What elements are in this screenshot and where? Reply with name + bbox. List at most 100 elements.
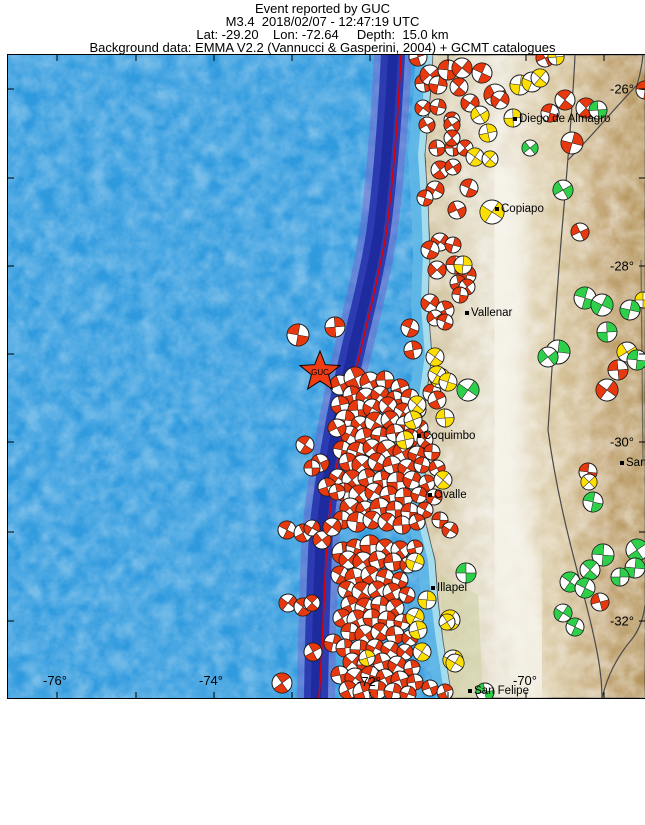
beachball-red (327, 418, 347, 438)
beachball-red (394, 487, 414, 507)
beachball-green (537, 346, 559, 368)
beachball-red (420, 293, 440, 313)
beachball-red (328, 483, 346, 501)
city-label: San Felipe (474, 685, 529, 697)
beachball-green (626, 349, 645, 371)
beachball-yellow (530, 68, 550, 88)
beachball-red (490, 90, 510, 110)
seismicity-map: GUC Diego de Almagro Copiapo Vallenar Coqui… (7, 54, 645, 757)
beachball-red (451, 286, 469, 304)
beachball-yellow (470, 105, 490, 125)
beachball-red (271, 672, 293, 694)
beachball-red (471, 62, 493, 84)
beachball-yellow (417, 590, 437, 610)
beachball-green (596, 321, 618, 343)
beachball-green (591, 543, 615, 567)
beachball-red (443, 129, 461, 147)
longitude-label: -74° (199, 673, 223, 688)
beachball-red (459, 178, 479, 198)
beachball-red (418, 474, 436, 492)
beachball-red (403, 340, 423, 360)
beachball-red (303, 642, 323, 662)
beachball-red (403, 659, 421, 677)
beachball-red (295, 435, 315, 455)
beachball-green (455, 562, 477, 584)
beachball-yellow (435, 408, 455, 428)
beachball-red (372, 652, 392, 672)
beachball-red (324, 316, 346, 338)
beachball-red (303, 459, 321, 477)
beachball-red (423, 443, 441, 461)
beachball-yellow (479, 199, 505, 225)
city-label: Diego de Almagro (519, 113, 610, 125)
latitude-label: -32° (610, 614, 634, 629)
beachball-red (420, 240, 440, 260)
beachball-yellow (358, 649, 376, 667)
beachball-yellow (438, 613, 456, 631)
beachball-red (342, 652, 362, 672)
beachball-red (400, 318, 420, 338)
beachball-red (635, 80, 645, 100)
beachball-red (368, 680, 388, 698)
beachball-red (286, 323, 310, 347)
beachball-green (565, 617, 585, 637)
city-label: Coquimbo (423, 430, 475, 442)
beachball-red (408, 513, 426, 531)
beachball-red (338, 550, 358, 570)
city-label: Illapel (437, 582, 467, 594)
beachball-red (367, 452, 387, 472)
beachball-red (429, 98, 447, 116)
beachball-red (444, 158, 462, 176)
background-data-source: Background data: EMMA V2.2 (Vannucci & G… (89, 40, 556, 55)
beachball-green (553, 603, 573, 623)
beachball-green (624, 557, 645, 579)
beachball-red (378, 396, 398, 416)
beachball-green (574, 577, 596, 599)
city-marker-san-felipe: San Felipe (468, 685, 529, 697)
city-label: Copiapo (501, 203, 544, 215)
beachball-yellow (453, 255, 473, 275)
beachball-red (383, 552, 403, 572)
beachball-red (303, 594, 321, 612)
beachball-yellow (408, 620, 428, 640)
map-canvas: GUC Diego de Almagro Copiapo Vallenar Coqui… (8, 55, 645, 698)
beachball-yellow (634, 291, 645, 309)
beachball-green (521, 139, 539, 157)
longitude-label: -70° (513, 673, 537, 688)
city-marker-vallenar: Vallenar (465, 307, 513, 319)
political-boundaries (547, 55, 645, 698)
city-label: Ovalle (434, 489, 467, 501)
beachball-green (590, 293, 614, 317)
beachball-yellow (403, 410, 423, 430)
beachball-red (436, 683, 454, 698)
longitude-label: -76° (43, 673, 67, 688)
city-marker-diego-de-almagro: Diego de Almagro (513, 113, 610, 125)
beachball-red (322, 517, 342, 537)
beachball-yellow (433, 470, 453, 490)
beachball-green (610, 567, 630, 587)
city-labels: Diego de Almagro Copiapo Vallenar Coquimbo O… (417, 113, 645, 697)
city-marker-ovalle: Ovalle (428, 489, 467, 501)
beachball-red (352, 681, 374, 698)
event-magnitude-datetime: M3.4 2018/02/07 - 12:47:19 UTC (225, 14, 420, 29)
beachball-green (625, 538, 645, 562)
beachball-green (579, 559, 601, 581)
beachball-green (573, 286, 597, 310)
beachball-yellow (445, 653, 465, 673)
beachball-red (362, 510, 382, 530)
beachball-red (554, 89, 576, 111)
beachball-red (428, 75, 448, 95)
beachball-red (427, 260, 447, 280)
beachball-green (588, 100, 608, 120)
city-marker-copiapo: Copiapo (495, 203, 544, 215)
city-marker-illapel: Illapel (431, 582, 467, 594)
beachball-red (570, 222, 590, 242)
beachball-red (383, 682, 403, 698)
beachball-red (427, 390, 447, 410)
beachball-red (444, 236, 462, 254)
latitude-label: -28° (610, 259, 634, 274)
beachball-red (421, 679, 439, 697)
beachball-red (362, 438, 382, 458)
event-epicenter-star: GUC (298, 349, 342, 391)
